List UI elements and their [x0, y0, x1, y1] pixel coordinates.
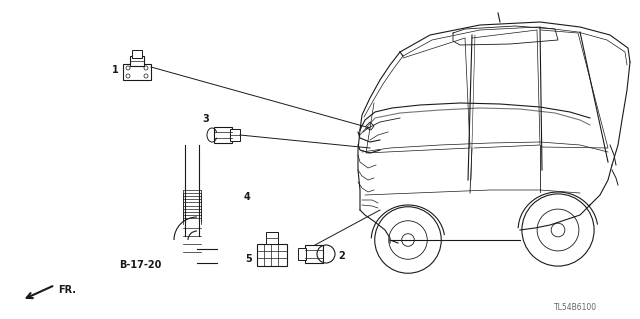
- Bar: [214, 127, 232, 143]
- Bar: [132, 50, 142, 58]
- Circle shape: [126, 74, 130, 78]
- Text: 2: 2: [338, 251, 345, 261]
- Text: 1: 1: [112, 65, 119, 75]
- Text: FR.: FR.: [58, 285, 76, 295]
- Bar: [130, 56, 144, 66]
- Circle shape: [126, 66, 130, 70]
- Bar: [305, 245, 323, 263]
- Bar: [298, 248, 306, 260]
- Bar: [257, 244, 287, 266]
- Text: TL54B6100: TL54B6100: [554, 303, 597, 313]
- Text: B-17-20: B-17-20: [119, 260, 161, 270]
- Circle shape: [144, 66, 148, 70]
- Bar: [266, 232, 278, 244]
- Circle shape: [144, 74, 148, 78]
- Text: 3: 3: [203, 114, 209, 124]
- Bar: [230, 129, 240, 141]
- Text: 5: 5: [245, 254, 252, 264]
- Bar: [123, 64, 151, 80]
- Text: 4: 4: [243, 191, 250, 202]
